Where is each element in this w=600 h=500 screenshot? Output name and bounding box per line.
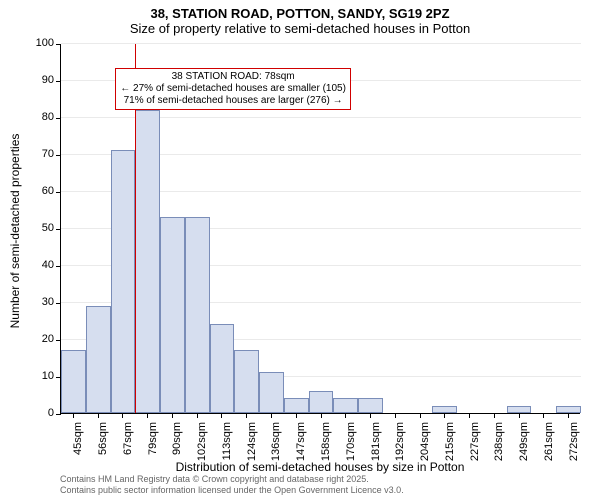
histogram-bar [135, 110, 160, 413]
histogram-bar [333, 398, 358, 413]
y-tick-label: 10 [0, 370, 54, 382]
annotation-box: 38 STATION ROAD: 78sqm← 27% of semi-deta… [115, 68, 351, 110]
grid-line [61, 43, 581, 44]
x-axis-label: Distribution of semi-detached houses by … [60, 460, 580, 474]
x-tick-labels: 45sqm56sqm67sqm79sqm90sqm102sqm113sqm124… [60, 414, 580, 464]
y-tick-label: 50 [0, 222, 54, 234]
histogram-bar [160, 217, 185, 413]
annotation-line: 71% of semi-detached houses are larger (… [120, 95, 346, 107]
histogram-bar [556, 406, 581, 413]
annotation-line: ← 27% of semi-detached houses are smalle… [120, 83, 346, 95]
y-tick-label: 40 [0, 259, 54, 271]
y-tick-label: 60 [0, 185, 54, 197]
y-tick-label: 0 [0, 407, 54, 419]
histogram-bar [210, 324, 235, 413]
y-tick-label: 30 [0, 296, 54, 308]
footer-line-2: Contains public sector information licen… [60, 485, 404, 496]
footer-attribution: Contains HM Land Registry data © Crown c… [60, 474, 404, 496]
chart-header: 38, STATION ROAD, POTTON, SANDY, SG19 2P… [0, 0, 600, 36]
histogram-bar [234, 350, 259, 413]
histogram-bar [259, 372, 284, 413]
histogram-bar [86, 306, 111, 413]
y-tick-label: 90 [0, 74, 54, 86]
histogram-bar [309, 391, 334, 413]
annotation-line: 38 STATION ROAD: 78sqm [120, 71, 346, 83]
histogram-bar [284, 398, 309, 413]
y-tick-label: 80 [0, 111, 54, 123]
footer-line-1: Contains HM Land Registry data © Crown c… [60, 474, 404, 485]
y-tick-label: 100 [0, 37, 54, 49]
title-line-2: Size of property relative to semi-detach… [0, 21, 600, 36]
y-tick-label: 70 [0, 148, 54, 160]
y-tick-labels: 0102030405060708090100 [0, 44, 60, 414]
title-line-1: 38, STATION ROAD, POTTON, SANDY, SG19 2P… [0, 6, 600, 21]
histogram-bar [432, 406, 457, 413]
chart-area: 38 STATION ROAD: 78sqm← 27% of semi-deta… [60, 44, 580, 414]
plot-region: 38 STATION ROAD: 78sqm← 27% of semi-deta… [60, 44, 580, 414]
histogram-bar [507, 406, 532, 413]
histogram-bar [185, 217, 210, 413]
histogram-bar [61, 350, 86, 413]
y-tick-label: 20 [0, 333, 54, 345]
histogram-bar [358, 398, 383, 413]
histogram-bar [111, 150, 136, 413]
